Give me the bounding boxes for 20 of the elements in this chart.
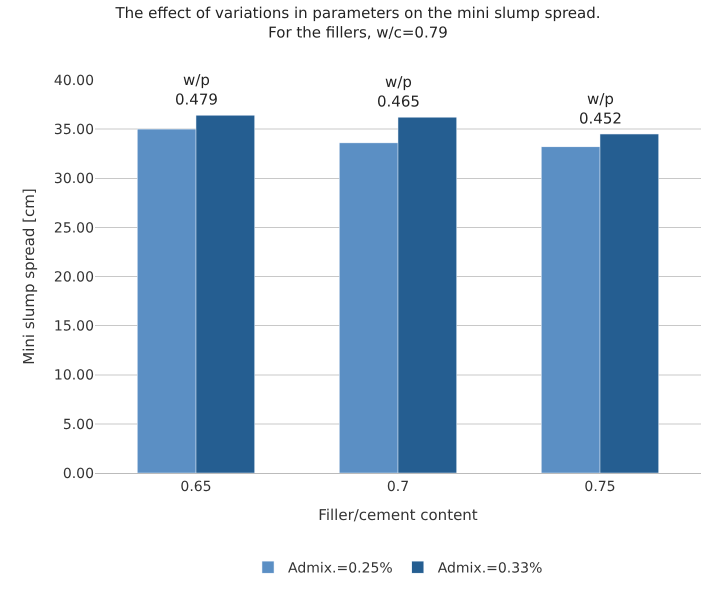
- y-tick-label: 0.00: [62, 466, 94, 482]
- x-axis-title: Filler/cement content: [318, 506, 478, 524]
- legend-label: Admix.=0.33%: [438, 560, 542, 577]
- annotation: w/p 0.452: [579, 90, 622, 128]
- y-tick-label: 5.00: [62, 416, 94, 433]
- y-tick-label: 40.00: [54, 72, 94, 89]
- y-tick-label: 20.00: [54, 269, 94, 286]
- y-tick-label: 30.00: [54, 171, 94, 188]
- y-tick-label: 10.00: [54, 368, 94, 384]
- x-tick-label: 0.75: [584, 478, 616, 495]
- y-axis-title: Mini slump spread [cm]: [20, 188, 38, 365]
- y-tick-label: 25.00: [54, 220, 94, 236]
- annotation: w/p 0.479: [175, 71, 218, 108]
- x-tick-label: 0.65: [180, 478, 212, 495]
- y-tick-label: 15.00: [54, 318, 94, 335]
- x-tick-label: 0.7: [386, 478, 410, 495]
- y-tick-label: 35.00: [54, 122, 94, 138]
- legend-label: Admix.=0.25%: [288, 560, 393, 577]
- chart-title: The effect of variations in parameters on the mini slump spread. For the fillers, w/c=0.79: [114, 4, 601, 42]
- annotation: w/p 0.465: [377, 73, 420, 110]
